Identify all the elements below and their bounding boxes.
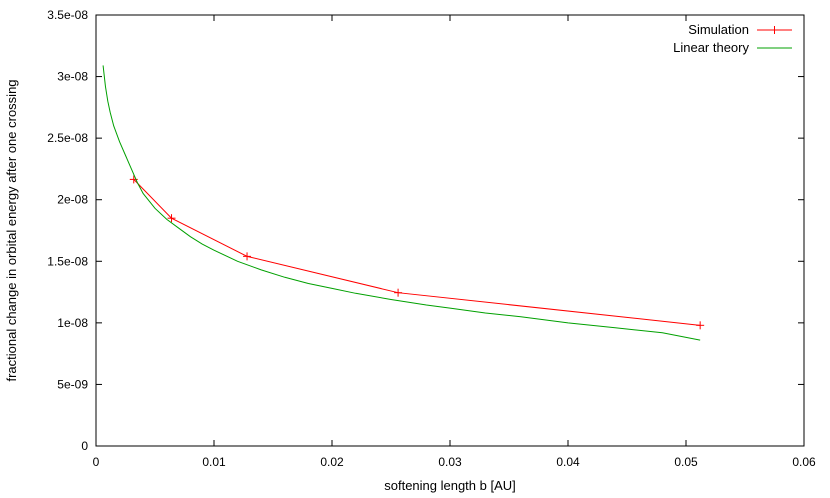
- simulation-point: [243, 252, 252, 261]
- x-axis-label: softening length b [AU]: [384, 478, 516, 493]
- axes: 0 0.01 0.02 0.03 0.04 0.05 0.06 0 5e-09 1e-08 1.5e…: [47, 8, 816, 469]
- legend-marker: [770, 26, 779, 34]
- x-tick-label: 0.05: [674, 455, 698, 469]
- y-tick-label: 0: [81, 439, 88, 453]
- x-tick-label: 0.03: [438, 455, 462, 469]
- y-tick-label: 5e-09: [57, 377, 88, 391]
- x-tick-label: 0: [93, 455, 100, 469]
- x-tick-label: 0.01: [202, 455, 226, 469]
- series-layer: [102, 65, 705, 341]
- y-tick-label: 1e-08: [57, 316, 88, 330]
- y-tick-label: 2e-08: [57, 193, 88, 207]
- simulation-point: [394, 288, 403, 297]
- legend: Simulation Linear theory: [673, 22, 792, 55]
- linear-theory-line: [102, 65, 701, 341]
- y-tick-label: 1.5e-08: [47, 254, 88, 268]
- legend-label: Simulation: [688, 22, 749, 37]
- y-axis-label: fractional change in orbital energy afte…: [4, 79, 19, 381]
- x-tick-label: 0.04: [556, 455, 580, 469]
- simulation-point: [696, 321, 705, 330]
- legend-label: Linear theory: [673, 40, 749, 55]
- y-tick-label: 3e-08: [57, 70, 88, 84]
- y-tick-label: 2.5e-08: [47, 131, 88, 145]
- plot-frame: [95, 14, 805, 447]
- y-tick-label: 3.5e-08: [47, 8, 88, 22]
- x-tick-label: 0.06: [792, 455, 816, 469]
- simulation-point: [167, 214, 176, 223]
- x-tick-label: 0.02: [320, 455, 344, 469]
